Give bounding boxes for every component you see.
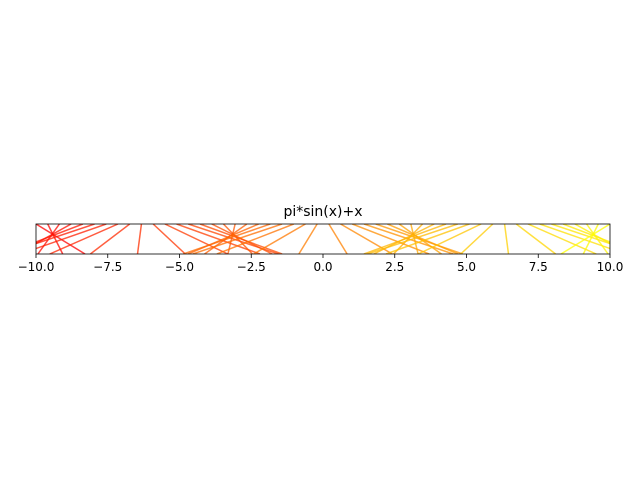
- segment-line: [585, 224, 609, 254]
- segment-line: [417, 224, 482, 254]
- segment-line: [298, 224, 318, 254]
- x-tick-label: −10.0: [18, 260, 55, 274]
- segment-line: [367, 224, 458, 254]
- segment-group: [36, 224, 610, 254]
- segment-line: [515, 224, 557, 254]
- segment-line: [551, 224, 610, 245]
- x-tick-label: 5.0: [457, 260, 476, 274]
- x-tick-label: 7.5: [529, 260, 548, 274]
- segment-line: [176, 224, 261, 254]
- segment-line: [560, 224, 610, 254]
- segment-line: [36, 224, 86, 254]
- segment-line: [539, 224, 610, 250]
- segment-line: [36, 224, 95, 245]
- segment-line: [183, 224, 271, 254]
- segment-line: [136, 224, 143, 254]
- segment-line: [387, 224, 459, 254]
- segment-line: [253, 224, 306, 254]
- segment-line: [574, 224, 610, 245]
- segment-line: [164, 224, 229, 254]
- segment-line: [340, 224, 393, 254]
- x-axis: −10.0 −7.5 −5.0 −2.5 0.0 2.5 5.0 7.5 10.0: [18, 254, 624, 274]
- segment-line: [398, 224, 442, 254]
- segment-line: [503, 224, 510, 254]
- plot-frame: [35, 223, 611, 255]
- segment-line: [527, 224, 597, 254]
- segment-line: [211, 224, 273, 254]
- chart-title: pi*sin(x)+x: [283, 204, 362, 220]
- x-tick-label: −5.0: [165, 260, 194, 274]
- segment-line: [152, 224, 186, 254]
- x-tick-label: 0.0: [313, 260, 332, 274]
- segment-line: [192, 224, 283, 254]
- segment-line: [328, 224, 348, 254]
- x-tick-label: 2.5: [385, 260, 404, 274]
- segment-line: [363, 224, 447, 254]
- segment-line: [385, 224, 470, 254]
- x-tick-label: −2.5: [237, 260, 266, 274]
- x-tick-label: 10.0: [597, 260, 624, 274]
- segment-line: [36, 224, 107, 250]
- segment-line: [460, 224, 494, 254]
- segment-line: [216, 224, 294, 254]
- x-tick-label: −7.5: [93, 260, 122, 274]
- segment-line: [89, 224, 131, 254]
- segment-line: [49, 224, 119, 254]
- segment-line: [36, 224, 84, 243]
- segment-line: [582, 224, 599, 254]
